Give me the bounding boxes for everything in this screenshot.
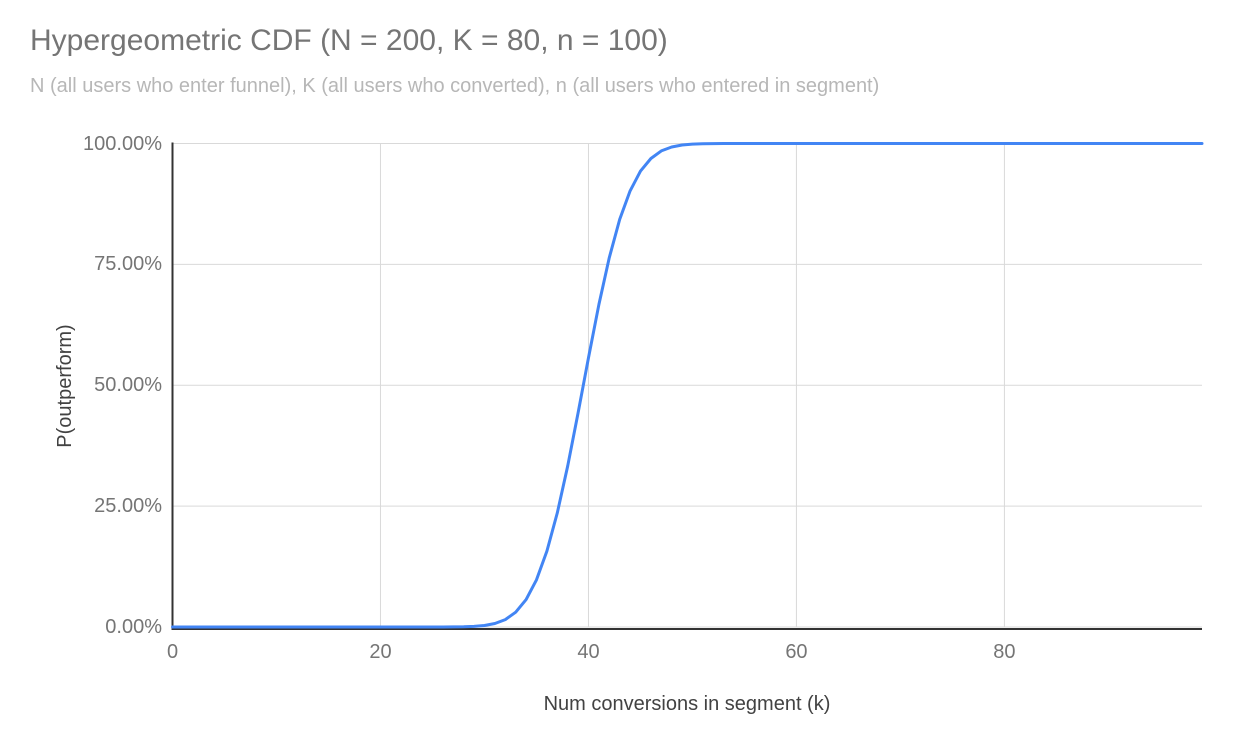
chart-title: Hypergeometric CDF (N = 200, K = 80, n =… bbox=[30, 24, 668, 57]
axis-lines bbox=[171, 142, 1202, 630]
chart-subtitle: N (all users who enter funnel), K (all u… bbox=[30, 75, 880, 97]
y-axis-title: P(outperform) bbox=[54, 324, 76, 448]
y-tick-label: 100.00% bbox=[83, 132, 162, 155]
y-tick-label: 75.00% bbox=[94, 253, 162, 276]
cdf-curve bbox=[171, 142, 1204, 629]
x-tick-label: 40 bbox=[577, 641, 600, 663]
x-tick-label: 80 bbox=[993, 641, 1016, 663]
x-axis-title: Num conversions in segment (k) bbox=[543, 693, 831, 715]
x-tick-label: 60 bbox=[785, 641, 808, 663]
x-tick-label: 20 bbox=[369, 641, 392, 663]
y-tick-label: 25.00% bbox=[94, 495, 162, 518]
y-tick-label: 50.00% bbox=[94, 374, 162, 397]
y-tick-label: 0.00% bbox=[105, 616, 162, 638]
gridlines bbox=[172, 143, 1202, 628]
x-tick-label: 0 bbox=[166, 641, 179, 663]
